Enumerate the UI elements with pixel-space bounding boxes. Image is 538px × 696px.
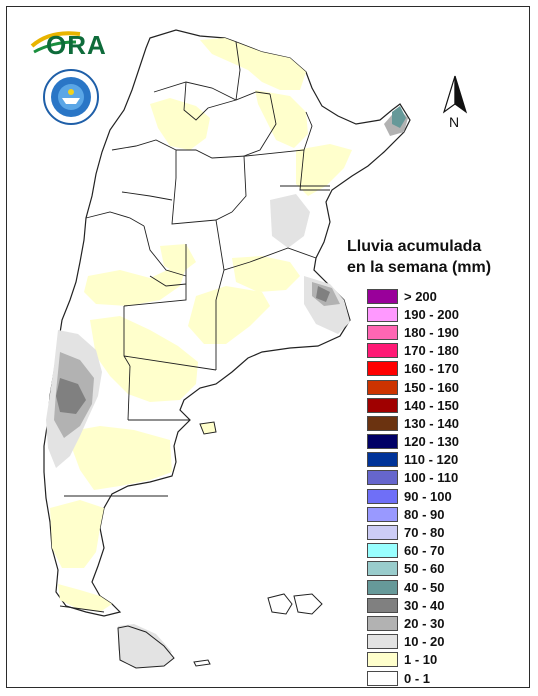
legend-item: 0 - 1 [367,669,459,687]
legend-item: 90 - 100 [367,487,459,505]
legend-swatch [367,434,398,450]
legend-label: 20 - 30 [404,615,445,631]
legend-swatch [367,506,398,522]
rain-zone-30-40 [56,286,330,414]
legend-swatch [367,361,398,377]
legend-label: 60 - 70 [404,543,445,559]
legend-swatch [367,324,398,340]
legend-label: 180 - 190 [404,324,459,340]
legend-item: 30 - 40 [367,596,459,614]
legend-item: 80 - 90 [367,505,459,523]
smn-seal-icon [43,69,99,125]
legend-item: 110 - 120 [367,451,459,469]
north-arrow-icon [442,75,468,114]
legend-swatch [367,615,398,631]
small-island [193,659,211,667]
legend-title-line2: en la semana (mm) [347,259,492,276]
legend-item: 70 - 80 [367,523,459,541]
smn-logo [42,68,100,126]
legend-item: 140 - 150 [367,396,459,414]
legend-item: 160 - 170 [367,360,459,378]
legend-item: 190 - 200 [367,305,459,323]
legend-item: 170 - 180 [367,342,459,360]
legend-item: 120 - 130 [367,433,459,451]
legend-swatch [367,561,398,577]
legend-item: 180 - 190 [367,323,459,341]
legend-item: 130 - 140 [367,414,459,432]
legend-swatch [367,288,398,304]
legend-label: 120 - 130 [404,434,459,450]
legend-swatch [367,415,398,431]
legend-swatch [367,379,398,395]
ora-logo: ORA [30,24,110,64]
legend-swatch [367,634,398,650]
martin-garcia-island [199,421,217,435]
legend-item: 50 - 60 [367,560,459,578]
legend-swatch [367,652,398,668]
legend: > 200 190 - 200 180 - 190 170 - 180 160 - 17… [367,287,459,687]
legend-item: 60 - 70 [367,542,459,560]
legend-title-line1: Lluvia acumulada [347,238,482,255]
north-arrow [440,74,470,136]
province-borders [59,41,330,613]
legend-title: Lluvia acumulada en la semana (mm) [347,236,491,278]
legend-item: 10 - 20 [367,633,459,651]
north-label: N [449,114,460,130]
rain-zone-40-50 [392,106,406,128]
legend-label: 170 - 180 [404,343,459,359]
legend-label: 190 - 200 [404,306,459,322]
legend-item: > 200 [367,287,459,305]
legend-swatch [367,597,398,613]
legend-label: 160 - 170 [404,361,459,377]
legend-swatch [367,343,398,359]
legend-label: 0 - 1 [404,670,431,686]
legend-label: 150 - 160 [404,379,459,395]
legend-item: 40 - 50 [367,578,459,596]
legend-label: 110 - 120 [404,452,459,468]
legend-swatch [367,470,398,486]
legend-swatch [367,397,398,413]
legend-label: 100 - 110 [404,470,459,486]
legend-swatch [367,670,398,686]
legend-swatch [367,452,398,468]
malvinas-islands [267,593,323,615]
legend-label: 1 - 10 [404,652,438,668]
legend-label: 90 - 100 [404,488,452,504]
legend-label: 40 - 50 [404,579,445,595]
legend-label: 10 - 20 [404,634,445,650]
legend-item: 150 - 160 [367,378,459,396]
legend-swatch [367,579,398,595]
legend-item: 20 - 30 [367,614,459,632]
rain-zone-1-10 [50,38,352,612]
legend-label: > 200 [404,288,437,304]
legend-item: 100 - 110 [367,469,459,487]
legend-label: 50 - 60 [404,561,445,577]
legend-label: 130 - 140 [404,415,459,431]
ora-logo-text: ORA [46,30,107,60]
legend-swatch [367,543,398,559]
legend-label: 140 - 150 [404,397,459,413]
ora-swoosh-icon [30,31,81,54]
legend-label: 30 - 40 [404,597,445,613]
legend-swatch [367,306,398,322]
legend-item: 1 - 10 [367,651,459,669]
legend-label: 80 - 90 [404,506,445,522]
legend-swatch [367,488,398,504]
legend-label: 70 - 80 [404,525,445,541]
legend-swatch [367,525,398,541]
tierra-del-fuego-island [117,625,175,669]
